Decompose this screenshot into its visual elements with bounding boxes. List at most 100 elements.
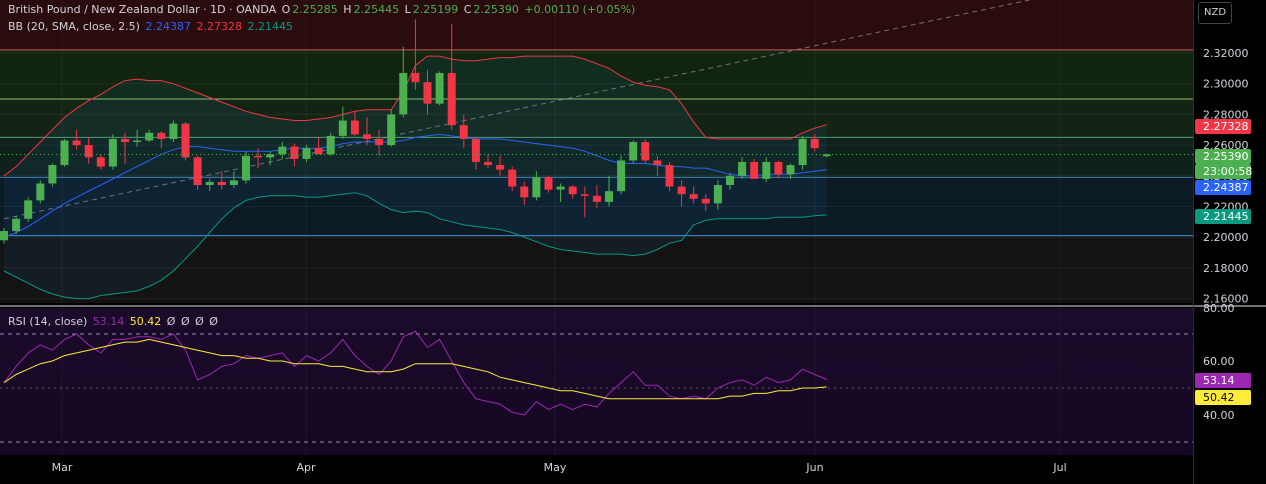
candle-body[interactable] <box>822 154 831 157</box>
candle-body[interactable] <box>713 185 722 204</box>
candle-body[interactable] <box>108 138 117 167</box>
zone-green-1 <box>0 49 1193 100</box>
candle-body[interactable] <box>181 123 190 158</box>
candle-body[interactable] <box>254 155 263 158</box>
trendline <box>3 0 1032 220</box>
candle-body[interactable] <box>205 181 214 186</box>
candle-body[interactable] <box>520 186 529 198</box>
high-label: H <box>343 3 352 16</box>
candle-body[interactable] <box>544 177 553 190</box>
candle-body[interactable] <box>447 72 456 126</box>
candle-body[interactable] <box>411 72 420 83</box>
rsi-extra-4: Ø <box>209 315 218 328</box>
rsi-extra-1: Ø <box>166 315 176 328</box>
rsi-extra-3: Ø <box>195 315 204 328</box>
candle-body[interactable] <box>677 186 686 195</box>
candle-body[interactable] <box>157 132 166 139</box>
price-badge: 2.25390 <box>1195 149 1251 164</box>
candle-body[interactable] <box>750 161 759 179</box>
candle-body[interactable] <box>762 161 771 179</box>
candle-body[interactable] <box>0 231 8 241</box>
candle-body[interactable] <box>302 148 311 159</box>
candle-body[interactable] <box>423 82 432 104</box>
close-value: 2.25390 <box>473 3 519 16</box>
time-tick-label: May <box>544 461 567 474</box>
bb-basis-badge: 2.24387 <box>1195 180 1251 195</box>
candle-body[interactable] <box>605 191 613 202</box>
rsi-ma-value: 50.42 <box>129 315 162 328</box>
time-tick-label: Mar <box>52 461 73 474</box>
candle-body[interactable] <box>121 138 129 143</box>
candle-body[interactable] <box>786 165 795 175</box>
candle-body[interactable] <box>689 194 698 199</box>
candle-body[interactable] <box>217 181 226 186</box>
currency-button[interactable]: NZD <box>1198 2 1232 24</box>
candle-body[interactable] <box>84 145 93 158</box>
candle-body[interactable] <box>701 198 710 204</box>
open-value: 2.25285 <box>292 3 338 16</box>
candle-body[interactable] <box>363 134 371 139</box>
candle-body[interactable] <box>399 72 408 115</box>
candle-body[interactable] <box>484 161 492 166</box>
candle-body[interactable] <box>532 177 541 198</box>
candle-body[interactable] <box>169 123 178 139</box>
candle-body[interactable] <box>641 142 650 161</box>
symbol-legend: British Pound / New Zealand Dollar · 1D … <box>8 3 637 16</box>
candle-body[interactable] <box>568 186 577 195</box>
candle-body[interactable] <box>738 161 747 176</box>
candle-body[interactable] <box>387 114 396 146</box>
candle-body[interactable] <box>242 155 250 181</box>
candle-body[interactable] <box>278 146 287 155</box>
rsi-legend[interactable]: RSI (14, close) 53.14 50.42 Ø Ø Ø Ø <box>8 315 220 328</box>
candle-body[interactable] <box>229 180 238 186</box>
high-value: 2.25445 <box>353 3 400 16</box>
candle-body[interactable] <box>556 186 565 190</box>
rsi-extra-2: Ø <box>180 315 190 328</box>
candle-body[interactable] <box>496 165 505 170</box>
bb-label: BB (20, SMA, close, 2.5) <box>8 20 140 33</box>
bb-legend[interactable]: BB (20, SMA, close, 2.5) 2.24387 2.27328… <box>8 20 295 33</box>
open-label: O <box>281 3 291 16</box>
candle-body[interactable] <box>133 140 142 143</box>
candle-body[interactable] <box>290 146 299 159</box>
rsi-label: RSI (14, close) <box>8 315 88 328</box>
candle-body[interactable] <box>338 120 347 136</box>
candle-body[interactable] <box>48 165 57 184</box>
candle-body[interactable] <box>266 154 275 158</box>
candle-body[interactable] <box>580 194 589 196</box>
low-value: 2.25199 <box>412 3 459 16</box>
low-label: L <box>404 3 411 16</box>
candle-body[interactable] <box>350 120 359 135</box>
symbol-title: British Pound / New Zealand Dollar · 1D … <box>8 3 277 16</box>
candle-body[interactable] <box>774 161 783 175</box>
candle-body[interactable] <box>592 195 601 202</box>
candle-body[interactable] <box>798 138 807 166</box>
candle-body[interactable] <box>326 135 335 155</box>
candle-body[interactable] <box>629 142 638 161</box>
candle-body[interactable] <box>726 175 734 186</box>
bb-basis-value: 2.24387 <box>145 20 191 33</box>
candle-body[interactable] <box>96 157 105 167</box>
candle-body[interactable] <box>665 165 674 187</box>
candle-body[interactable] <box>60 140 69 166</box>
candle-body[interactable] <box>435 72 444 104</box>
rsi-tick-label: 60.00 <box>1203 355 1235 368</box>
candle-body[interactable] <box>24 200 33 219</box>
candle-body[interactable] <box>810 138 819 149</box>
candle-body[interactable] <box>617 160 626 192</box>
candle-body[interactable] <box>72 140 81 146</box>
rsi-line <box>3 330 827 416</box>
candle-body[interactable] <box>375 138 384 146</box>
bb-lower-value: 2.21445 <box>247 20 293 33</box>
candle-body[interactable] <box>471 138 480 162</box>
price-tick-label: 2.28000 <box>1203 108 1249 121</box>
candle-body[interactable] <box>459 125 468 139</box>
candle-body[interactable] <box>193 157 202 186</box>
candle-body[interactable] <box>653 160 662 166</box>
candle-body[interactable] <box>314 148 323 155</box>
candle-body[interactable] <box>12 218 21 232</box>
candle-body[interactable] <box>145 132 154 141</box>
candle-body[interactable] <box>36 183 45 201</box>
candle-body[interactable] <box>508 169 517 187</box>
